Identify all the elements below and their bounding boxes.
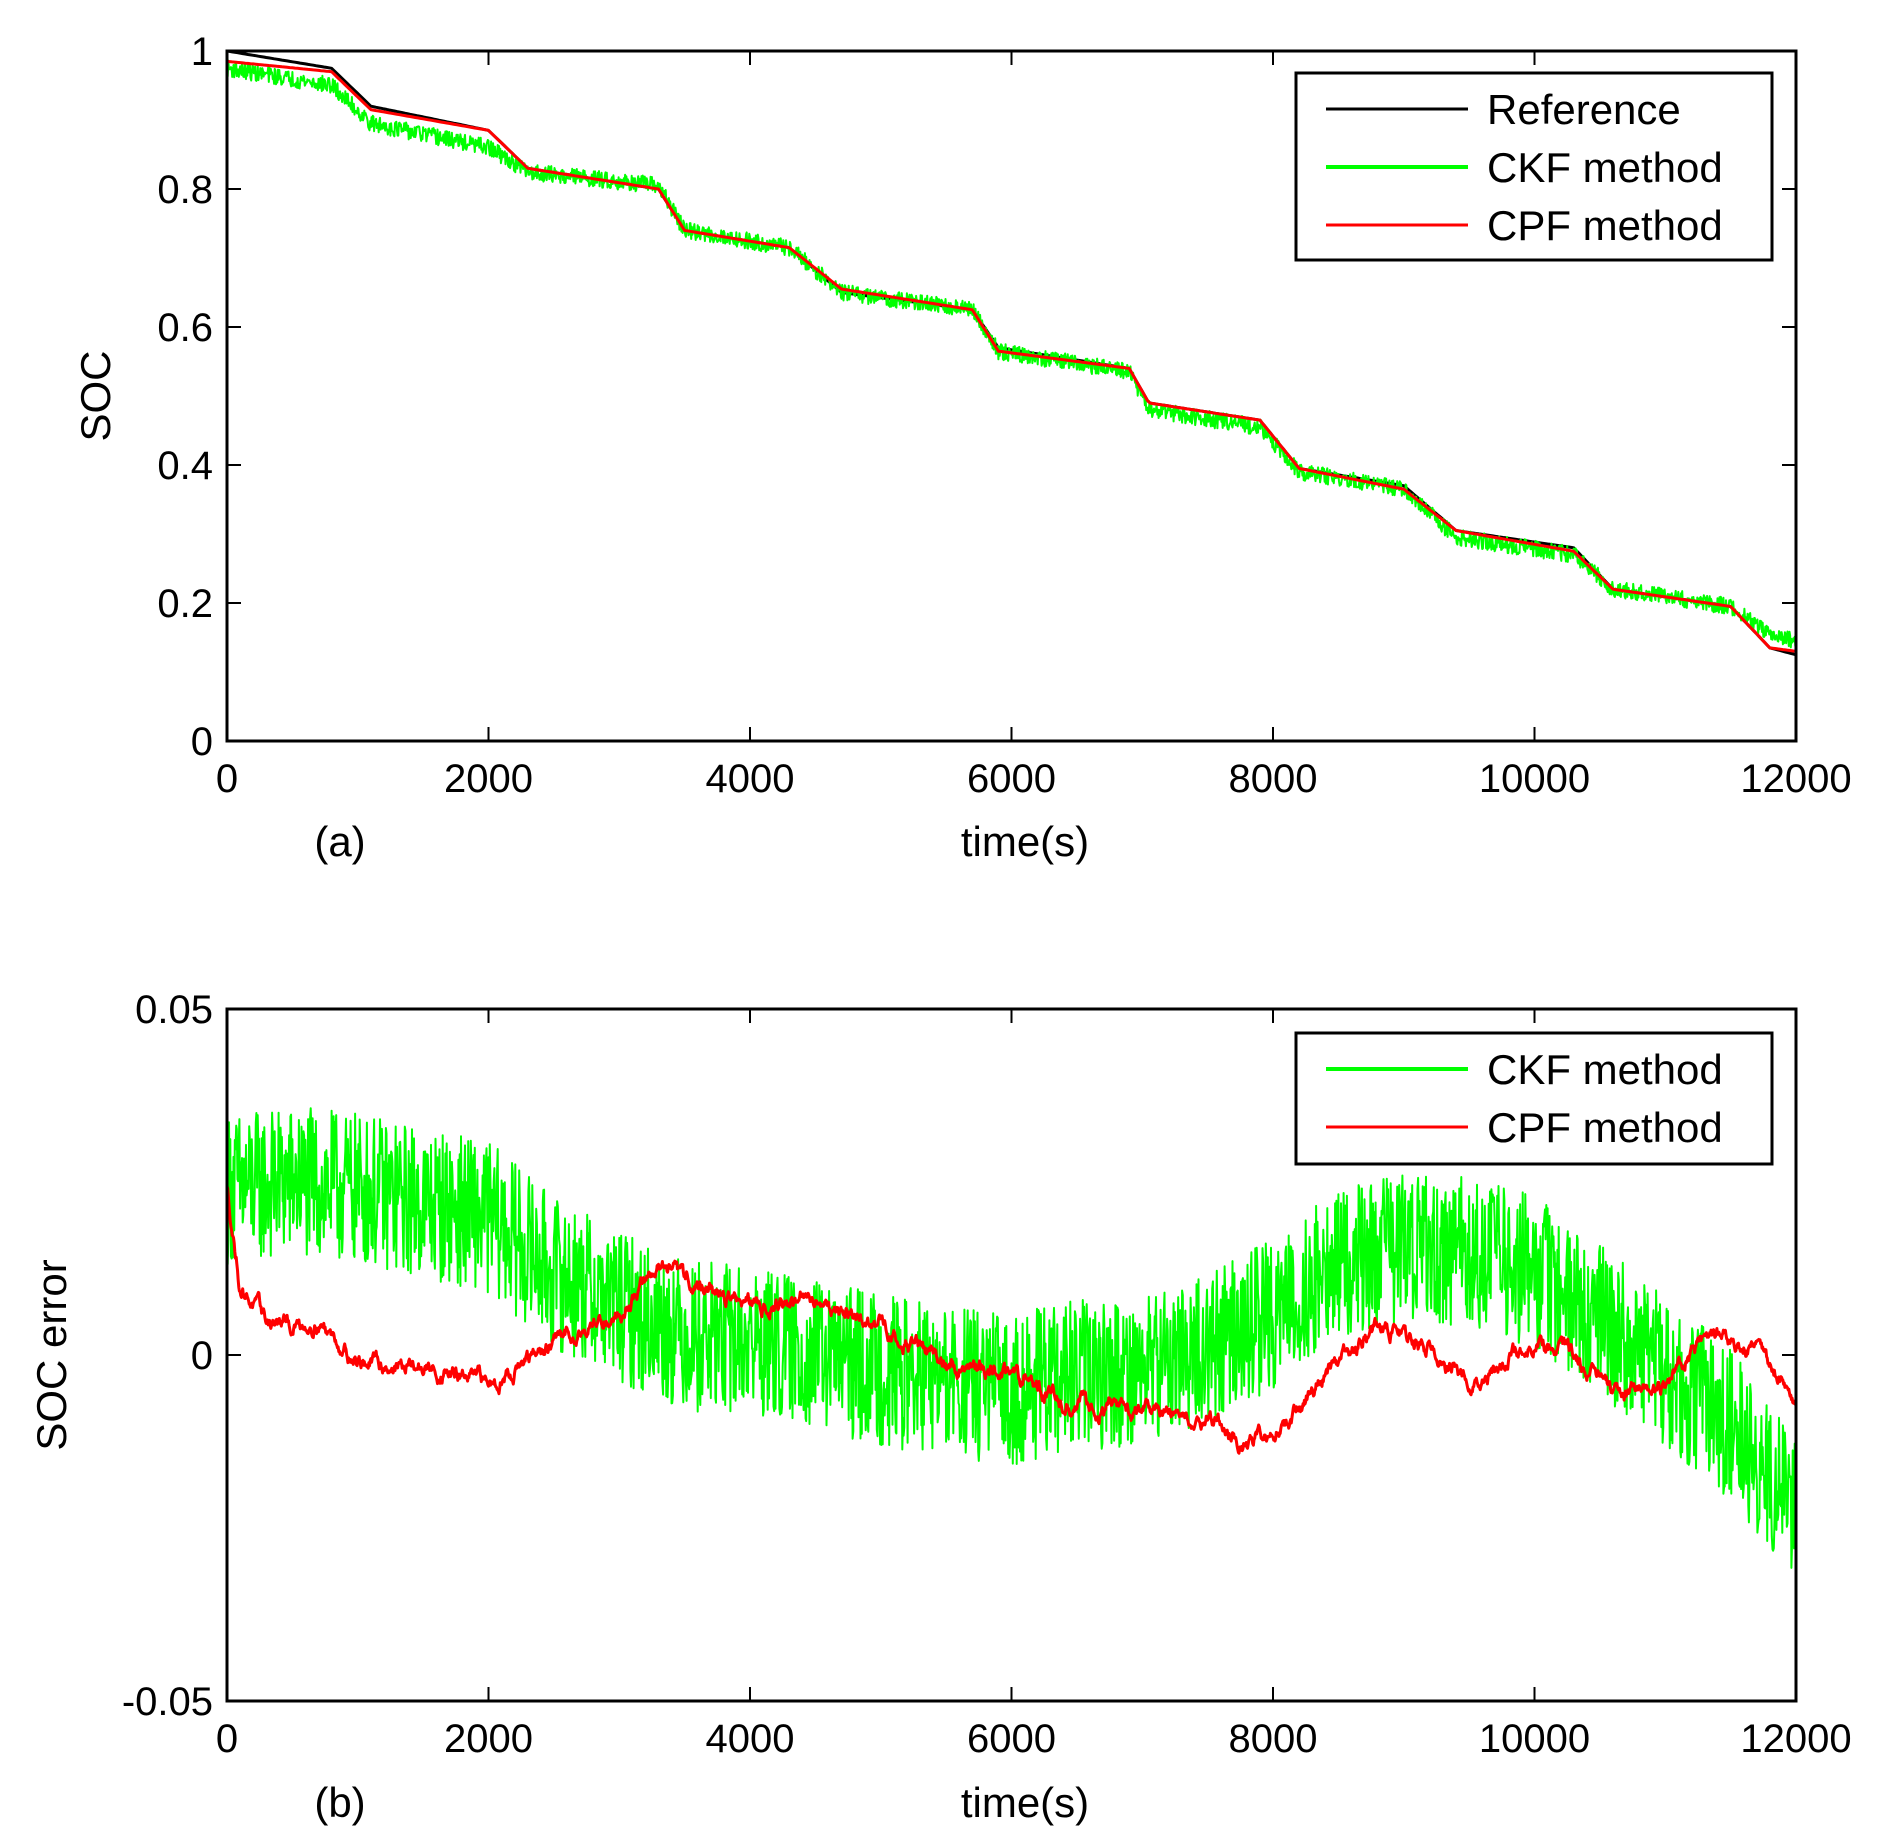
legend-label-cpf: CPF method: [1487, 202, 1723, 249]
panel-b-x-tick-labels: 0 2000 4000 6000 8000 10000 12000: [216, 1717, 1852, 1761]
y-tick-label: 1: [191, 30, 213, 74]
panel-b-legend-box: [1294, 1031, 1774, 1166]
x-tick-label: 10000: [1479, 757, 1590, 801]
x-tick-label: 0: [216, 1717, 238, 1761]
series-line-ckf-method: [227, 1107, 1796, 1569]
legend-label-ckf: CKF method: [1487, 1046, 1723, 1093]
x-tick-label: 4000: [706, 1717, 795, 1761]
x-tick-label: 0: [216, 757, 238, 801]
y-tick-label: 0.4: [157, 444, 213, 488]
x-tick-label: 4000: [706, 757, 795, 801]
panel-a-x-tick-labels: 0 2000 4000 6000 8000 10000 12000: [216, 757, 1852, 801]
panel-a-x-axis-label: time(s): [961, 818, 1089, 865]
legend-label-ckf: CKF method: [1487, 144, 1723, 191]
panel-a-y-tick-labels: 0 0.2 0.4 0.6 0.8 1: [157, 30, 213, 764]
panel-a-ticks: [226, 50, 1797, 742]
x-tick-label: 2000: [444, 757, 533, 801]
panel-b-legend: CKF method CPF method: [1294, 1031, 1774, 1166]
panel-a-soc-chart: 0 0.2 0.4 0.6 0.8 1 0 2000 4000 6000 8000 10000 120…: [72, 30, 1852, 865]
panel-b-ticks: [226, 1008, 1797, 1702]
panel-b-y-axis-label: SOC error: [28, 1259, 75, 1450]
x-tick-label: 12000: [1740, 1717, 1851, 1761]
x-tick-label: 6000: [967, 1717, 1056, 1761]
panel-b-x-axis-label: time(s): [961, 1779, 1089, 1826]
x-tick-label: 2000: [444, 1717, 533, 1761]
y-tick-label: 0: [191, 1334, 213, 1378]
y-tick-label: 0.05: [135, 988, 213, 1032]
series-line-ckf-method: [227, 59, 1796, 649]
panel-a-label: (a): [314, 818, 365, 865]
legend-label-reference: Reference: [1487, 86, 1681, 133]
y-tick-label: 0.8: [157, 168, 213, 212]
panel-b-y-tick-labels: -0.05 0 0.05: [122, 988, 213, 1724]
panel-a-y-axis-label: SOC: [72, 350, 119, 441]
series-line-cpf-method: [227, 1185, 1796, 1455]
x-tick-label: 8000: [1229, 1717, 1318, 1761]
x-tick-label: 12000: [1740, 757, 1851, 801]
y-tick-label: 0.6: [157, 306, 213, 350]
y-tick-label: 0.2: [157, 582, 213, 626]
panel-a-series: [227, 51, 1796, 657]
panel-b-label: (b): [314, 1779, 365, 1826]
series-line-cpf-method: [227, 59, 1796, 653]
x-tick-label: 10000: [1479, 1717, 1590, 1761]
x-tick-label: 6000: [967, 757, 1056, 801]
y-tick-label: 0: [191, 720, 213, 764]
legend-label-cpf: CPF method: [1487, 1104, 1723, 1151]
x-tick-label: 8000: [1229, 757, 1318, 801]
panel-a-legend: Reference CKF method CPF method: [1294, 71, 1774, 262]
panel-b-series: [227, 1107, 1796, 1569]
y-tick-label: -0.05: [122, 1680, 213, 1724]
